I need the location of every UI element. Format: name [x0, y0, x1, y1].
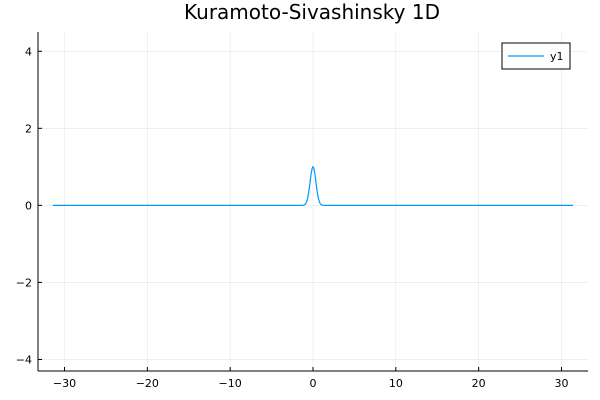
y-tick-label: 2	[25, 122, 32, 135]
series-line-y1	[52, 165, 574, 206]
chart-title: Kuramoto-Sivashinsky 1D	[184, 0, 440, 24]
x-tick-label: −30	[53, 377, 76, 390]
legend-label: y1	[550, 50, 564, 63]
legend: y1	[501, 42, 571, 70]
x-tick-label: 30	[554, 377, 568, 390]
x-tick-label: 0	[310, 377, 317, 390]
y-tick-label: 0	[25, 199, 32, 212]
x-tick-label: −10	[219, 377, 242, 390]
x-tick-label: 20	[472, 377, 486, 390]
y-tick-label: −4	[16, 353, 32, 366]
x-tick-label: 10	[389, 377, 403, 390]
y-tick-label: −2	[16, 276, 32, 289]
series-layer	[52, 165, 574, 206]
y-tick-label: 4	[25, 45, 32, 58]
x-tick-label: −20	[136, 377, 159, 390]
